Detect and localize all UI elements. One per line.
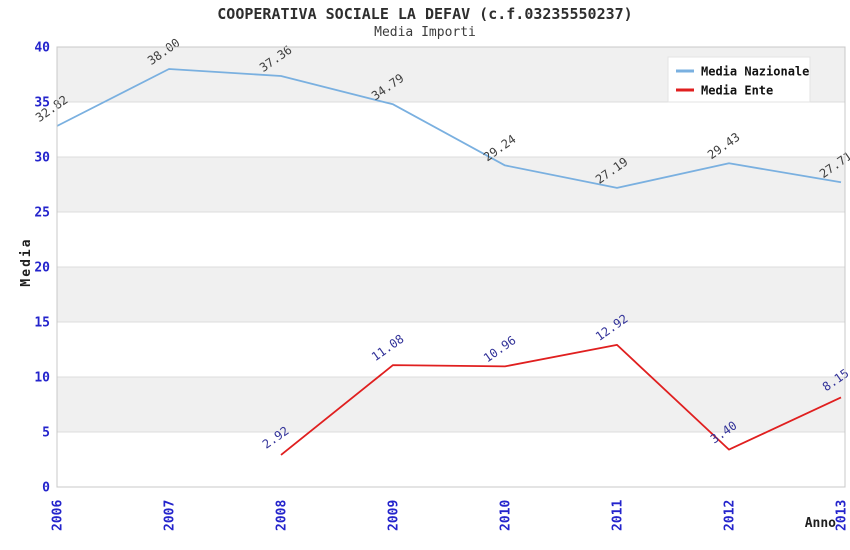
x-tick-label: 2006 — [51, 500, 66, 531]
y-tick-label: 25 — [34, 206, 50, 221]
y-tick-label: 10 — [34, 371, 50, 386]
chart-subtitle: Media Importi — [374, 25, 476, 40]
series-line-media-nazionale — [56, 68, 842, 189]
grid-band — [57, 157, 845, 212]
x-tick-label: 2012 — [723, 500, 738, 531]
series-line-media-ente — [280, 343, 842, 456]
grid-band — [57, 102, 845, 157]
grid-band — [57, 377, 845, 432]
legend-box — [667, 56, 811, 103]
x-tick-label: 2009 — [387, 500, 402, 531]
y-tick-label: 20 — [34, 261, 50, 276]
x-tick-label: 2007 — [163, 500, 178, 531]
grid-band — [57, 432, 845, 487]
legend-label-media-ente: Media Ente — [701, 84, 773, 98]
x-tick-label: 2010 — [499, 500, 514, 531]
x-tick-label: 2008 — [275, 500, 290, 531]
grid-band — [57, 322, 845, 377]
grid-band — [57, 267, 845, 322]
y-tick-label: 40 — [34, 41, 50, 56]
y-axis-title: Media — [19, 237, 34, 286]
x-axis-title: Anno — [805, 516, 836, 531]
plot-border — [56, 46, 846, 488]
chart-title: COOPERATIVA SOCIALE LA DEFAV (c.f.032355… — [217, 5, 633, 23]
grid-band — [57, 212, 845, 267]
y-tick-label: 15 — [34, 316, 50, 331]
y-tick-label: 35 — [34, 96, 50, 111]
x-tick-label: 2013 — [835, 500, 850, 531]
x-tick-label: 2011 — [611, 500, 626, 531]
y-tick-label: 30 — [34, 151, 50, 166]
y-tick-label: 0 — [42, 481, 50, 496]
y-tick-label: 5 — [42, 426, 50, 441]
legend-label-media-nazionale: Media Nazionale — [701, 65, 809, 79]
